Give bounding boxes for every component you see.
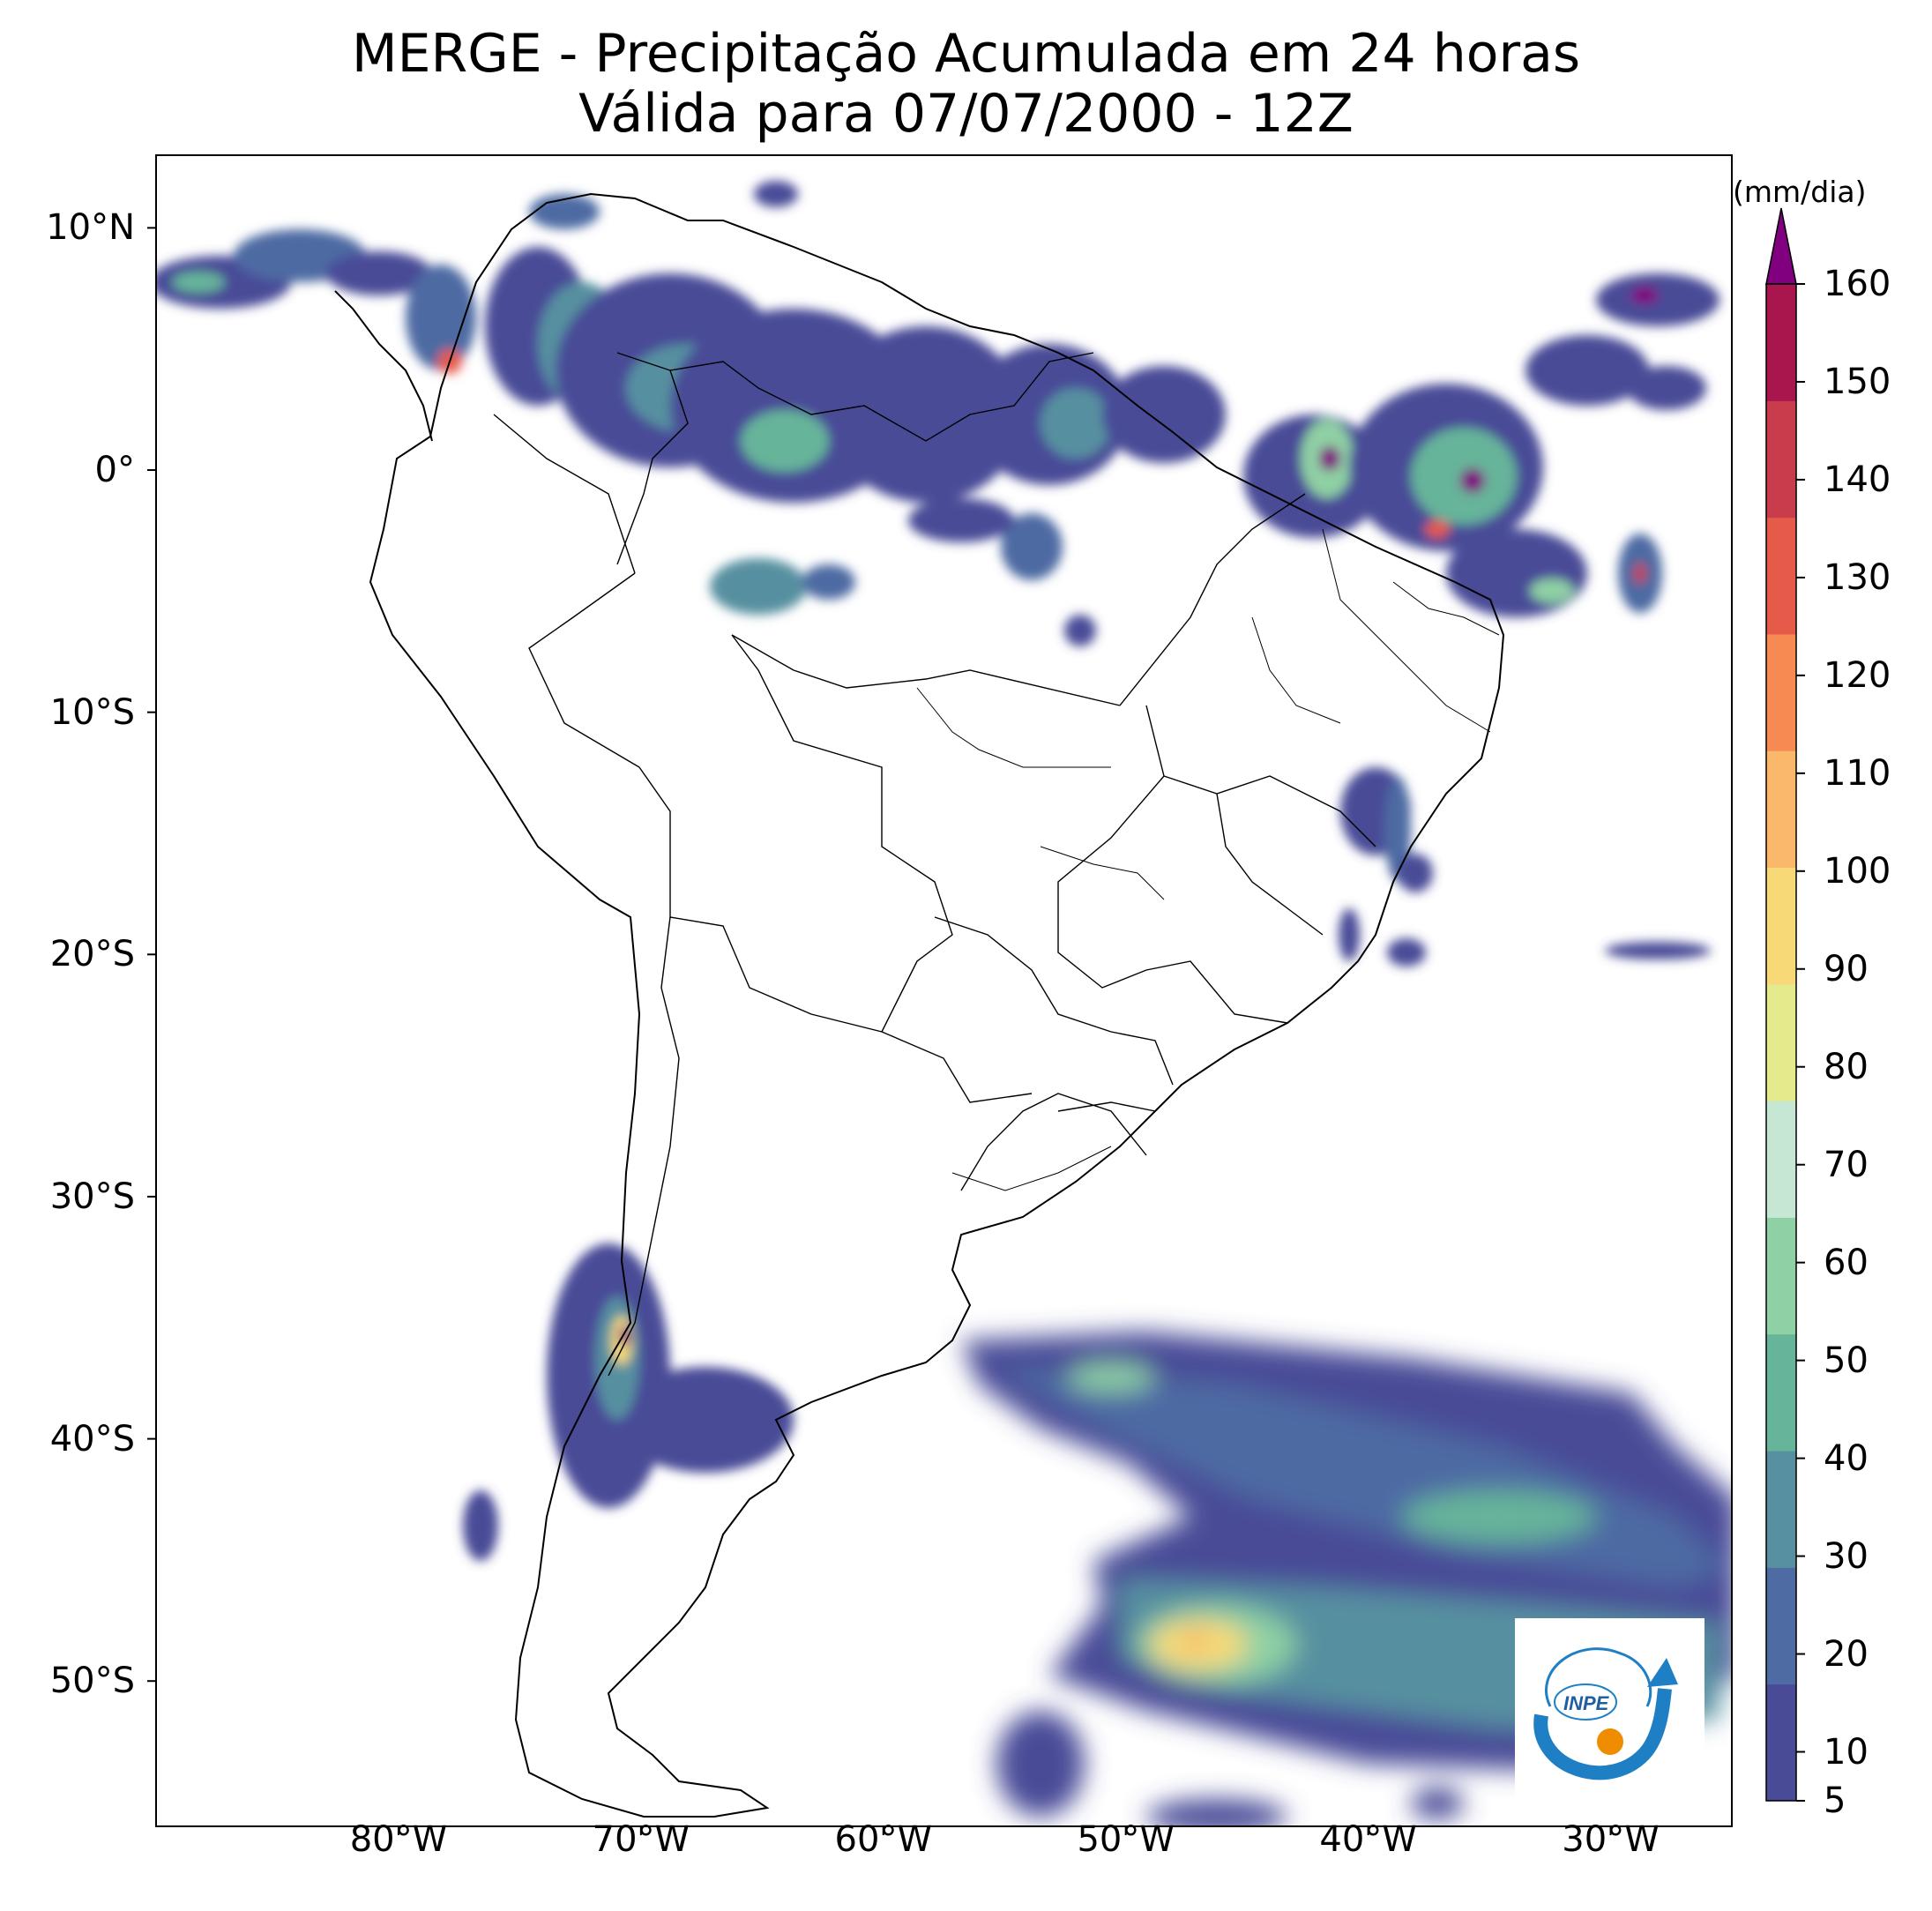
colorbar-tick-label: 10 [1824,1731,1869,1773]
coastline [334,192,1505,1818]
colorbar-tick-label: 40 [1824,1437,1869,1479]
colorbar-tick-label: 50 [1824,1340,1869,1381]
colorbar-tick-label: 90 [1824,948,1869,989]
colorbar-tick-label: 100 [1824,850,1891,892]
colorbar-segment [1766,1567,1796,1685]
lon-tick-label: 80°W [349,1819,448,1860]
colorbar [1765,207,1805,1802]
colorbar-tick-label: 30 [1824,1535,1869,1577]
colorbar-segment [1766,517,1796,635]
state-borders [916,528,1500,1191]
colorbar-segment [1766,400,1796,519]
lat-tick-label: 10°S [49,691,135,733]
lat-tick-label: 40°S [49,1418,135,1459]
colorbar-tick-label: 20 [1824,1633,1869,1675]
lat-tick-label: 30°S [49,1176,135,1217]
precipitation-field-atlantic-equatorial [1243,273,1719,617]
colorbar-segment [1766,983,1796,1101]
colorbar-tick-label: 5 [1824,1780,1846,1821]
colorbar-segment [1766,1333,1796,1452]
colorbar-extend-arrow [1765,207,1797,285]
lat-tick-label: 20°S [49,934,135,975]
inpe-logo: INPE [1515,1618,1704,1803]
inpe-logo-text: INPE [1563,1692,1610,1714]
colorbar-segment [1766,1217,1796,1335]
axis-tick-marks [147,227,1612,1835]
map-subtitle: Válida para 07/07/2000 - 12Z [578,83,1354,145]
colorbar-tick-label: 110 [1824,752,1891,794]
lon-tick-label: 40°W [1319,1819,1417,1860]
colorbar-tick-label: 80 [1824,1046,1869,1087]
map-frame [155,154,1733,1827]
colorbar-unit-label: (mm/dia) [1733,175,1867,209]
colorbar-segment [1766,284,1796,401]
colorbar-tick-label: 60 [1824,1242,1869,1283]
colorbar-segment [1766,1101,1796,1218]
map-title: MERGE - Precipitação Acumulada em 24 hor… [351,23,1581,85]
colorbar-tick-label: 160 [1824,264,1891,304]
colorbar-outline [1765,283,1797,1802]
precipitation-field-central-chile [463,1243,794,1561]
colorbar-tick-label: 130 [1824,556,1891,598]
lon-tick-label: 50°W [1077,1819,1175,1860]
colorbar-tick-label: 70 [1824,1144,1869,1185]
colorbar-tick-label: 140 [1824,459,1891,500]
lon-tick-label: 70°W [592,1819,690,1860]
lon-tick-label: 60°W [834,1819,932,1860]
colorbar-segment [1766,1451,1796,1568]
colorbar-tick-label: 150 [1824,361,1891,402]
lat-tick-label: 50°S [49,1661,135,1702]
colorbar-segment [1766,633,1796,751]
colorbar-tick-label: 120 [1824,654,1891,696]
colorbar-segment [1766,1683,1796,1802]
country-borders [493,352,1376,1377]
lat-tick-label: 0° [94,450,135,491]
colorbar-segment [1766,867,1796,985]
precipitation-field-east-brazil [1339,767,1711,967]
precipitation-field-north [156,181,1226,646]
lat-tick-label: 10°N [46,207,135,249]
colorbar-segment [1766,750,1796,869]
lon-tick-label: 30°W [1562,1819,1660,1860]
